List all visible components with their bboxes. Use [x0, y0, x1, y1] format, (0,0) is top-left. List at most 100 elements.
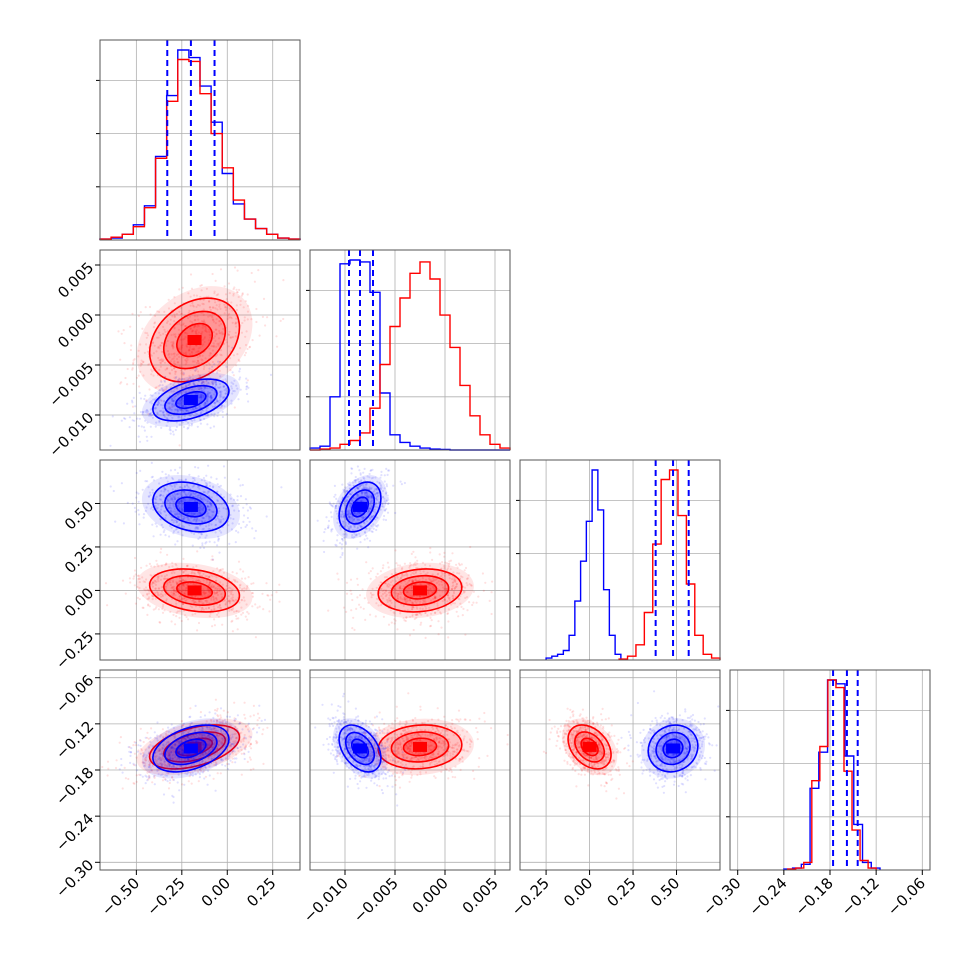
- scatter-point: [154, 425, 157, 428]
- scatter-point: [394, 549, 397, 552]
- scatter-point: [153, 344, 156, 347]
- scatter-point: [120, 482, 123, 485]
- scatter-point: [350, 592, 353, 596]
- scatter-point: [238, 378, 241, 381]
- scatter-point: [185, 344, 188, 347]
- scatter-point: [228, 316, 231, 319]
- scatter-point: [254, 636, 257, 639]
- scatter-point: [232, 292, 235, 295]
- scatter-point: [231, 630, 234, 633]
- scatter-point: [106, 774, 109, 777]
- scatter-point: [114, 520, 117, 523]
- scatter-point: [196, 359, 199, 362]
- scatter-point: [158, 331, 161, 334]
- scatter-point: [218, 331, 221, 335]
- scatter-point: [168, 352, 171, 355]
- scatter-point: [142, 426, 146, 429]
- scatter-point: [137, 500, 140, 503]
- scatter-point: [214, 279, 217, 282]
- scatter-point: [154, 314, 157, 317]
- scatter-point: [245, 524, 248, 527]
- scatter-point: [182, 372, 185, 375]
- scatter-point: [279, 319, 282, 322]
- scatter-point: [139, 727, 142, 730]
- scatter-point: [235, 325, 238, 328]
- scatter-point: [212, 342, 215, 345]
- scatter-point: [429, 616, 432, 620]
- scatter-point: [231, 571, 234, 574]
- scatter-point: [142, 360, 145, 363]
- scatter-point: [213, 363, 216, 366]
- scatter-point: [265, 515, 268, 518]
- scatter-point: [462, 607, 465, 611]
- scatter-point: [189, 707, 192, 710]
- scatter-point: [151, 370, 154, 373]
- scatter-point: [236, 291, 239, 294]
- scatter-point: [148, 363, 151, 366]
- scatter-point: [216, 483, 219, 486]
- scatter-point: [122, 522, 125, 525]
- scatter-point: [221, 415, 224, 419]
- scatter-point: [217, 344, 220, 347]
- scatter-point: [236, 628, 239, 631]
- scatter-point: [172, 352, 175, 356]
- scatter-point: [192, 347, 195, 350]
- scatter-point: [246, 293, 249, 296]
- scatter-point: [351, 627, 354, 630]
- scatter-point: [244, 343, 248, 347]
- red-peak: [413, 585, 427, 596]
- scatter-point: [437, 620, 440, 623]
- scatter-point: [148, 305, 152, 309]
- scatter-point: [201, 381, 204, 384]
- scatter-point: [211, 625, 214, 628]
- scatter-point: [477, 595, 480, 598]
- scatter-point: [327, 524, 330, 527]
- scatter-point: [188, 348, 191, 351]
- scatter-point: [214, 322, 217, 325]
- scatter-point: [227, 334, 230, 337]
- scatter-point: [204, 357, 207, 360]
- scatter-point: [208, 354, 211, 357]
- scatter-point: [106, 760, 110, 763]
- scatter-point: [380, 474, 383, 477]
- scatter-point: [203, 365, 206, 368]
- scatter-point: [253, 537, 256, 540]
- scatter-point: [215, 709, 219, 712]
- scatter-point: [230, 336, 233, 339]
- scatter-point: [215, 477, 218, 480]
- scatter-point: [365, 534, 368, 537]
- scatter-point: [223, 476, 226, 479]
- scatter-point: [383, 474, 386, 477]
- scatter-point: [214, 339, 217, 342]
- scatter-point: [339, 556, 342, 559]
- scatter-point: [132, 361, 135, 364]
- scatter-point: [490, 591, 493, 594]
- scatter-point: [208, 367, 211, 370]
- scatter-point: [133, 752, 136, 755]
- scatter-point: [457, 615, 460, 618]
- scatter-point: [202, 476, 205, 480]
- scatter-point: [245, 381, 248, 384]
- scatter-point: [255, 307, 258, 311]
- scatter-point: [182, 352, 185, 355]
- scatter-point: [229, 369, 232, 372]
- scatter-point: [371, 530, 374, 534]
- scatter-point: [416, 559, 419, 562]
- scatter-point: [211, 306, 214, 309]
- scatter-point: [369, 613, 372, 616]
- scatter-point: [219, 341, 222, 344]
- scatter-point: [247, 612, 250, 615]
- scatter-point: [278, 583, 281, 586]
- scatter-point: [334, 493, 337, 496]
- scatter-point: [212, 320, 215, 323]
- scatter-point: [161, 779, 165, 782]
- scatter-point: [204, 329, 207, 332]
- scatter-point: [235, 304, 238, 307]
- scatter-point: [463, 569, 466, 572]
- scatter-point: [211, 555, 214, 558]
- scatter-point: [335, 544, 338, 547]
- scatter-point: [138, 598, 141, 601]
- scatter-point: [344, 542, 348, 546]
- scatter-point: [211, 316, 214, 319]
